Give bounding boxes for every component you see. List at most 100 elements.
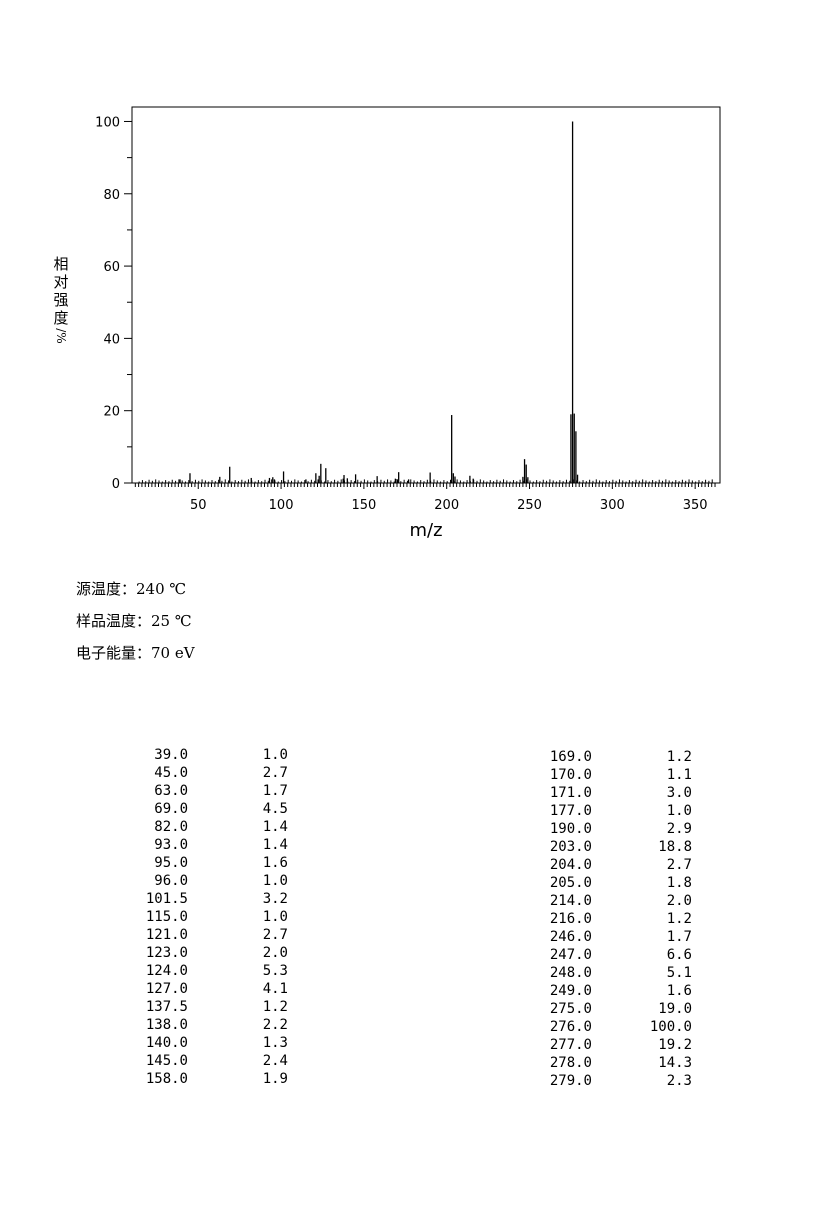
- intensity-value: 6.6: [666, 947, 692, 963]
- intensity-value: 18.8: [658, 839, 692, 855]
- intensity-value: 2.0: [262, 945, 288, 961]
- table-row: 63.0 1.7: [88, 782, 288, 800]
- table-row: 138.0 2.2: [88, 1016, 288, 1034]
- intensity-value: 14.3: [658, 1055, 692, 1071]
- intensity-value: 1.0: [262, 873, 288, 889]
- table-row: 93.0 1.4: [88, 836, 288, 854]
- y-label-char: 对: [53, 273, 69, 291]
- mz-value: 204.0: [549, 857, 592, 873]
- intensity-value: 4.1: [262, 981, 288, 997]
- y-label-char: 相: [53, 255, 69, 273]
- mz-value: 278.0: [549, 1055, 592, 1071]
- mz-value: 177.0: [549, 803, 592, 819]
- y-label-char: /%: [54, 328, 68, 344]
- y-tick-label: 40: [103, 332, 120, 347]
- baseline-noise: [138, 479, 713, 483]
- table-row: 123.0 2.0: [88, 944, 288, 962]
- condition-label: 样品温度：: [76, 612, 152, 630]
- intensity-value: 1.3: [262, 1035, 288, 1051]
- intensity-value: 1.0: [666, 803, 692, 819]
- mz-value: 69.0: [154, 801, 188, 817]
- mz-value: 277.0: [549, 1037, 592, 1053]
- mz-value: 246.0: [549, 929, 592, 945]
- table-row: 204.0 2.7: [492, 856, 692, 874]
- mz-value: 248.0: [549, 965, 592, 981]
- condition-label: 源温度：: [76, 580, 137, 598]
- measurement-conditions: 源温度：240 ℃ 样品温度：25 ℃ 电子能量：70 eV: [76, 576, 195, 672]
- table-row: 190.0 2.9: [492, 820, 692, 838]
- intensity-value: 2.4: [262, 1053, 288, 1069]
- mz-value: 96.0: [154, 873, 188, 889]
- y-tick-label: 0: [112, 477, 120, 492]
- x-tick-label: 100: [269, 498, 294, 513]
- mz-value: 205.0: [549, 875, 592, 891]
- condition-row: 电子能量：70 eV: [76, 640, 195, 672]
- intensity-value: 2.2: [262, 1017, 288, 1033]
- table-row: 249.0 1.6: [492, 982, 692, 1000]
- intensity-value: 2.7: [262, 765, 288, 781]
- table-row: 247.0 6.6: [492, 946, 692, 964]
- mz-value: 39.0: [154, 747, 188, 763]
- x-tick-label: 200: [434, 498, 459, 513]
- intensity-value: 1.0: [262, 747, 288, 763]
- mz-value: 247.0: [549, 947, 592, 963]
- mz-value: 275.0: [549, 1001, 592, 1017]
- table-row: 170.0 1.1: [492, 766, 692, 784]
- intensity-value: 2.3: [666, 1073, 692, 1089]
- condition-row: 源温度：240 ℃: [76, 576, 195, 608]
- table-row: 140.0 1.3: [88, 1034, 288, 1052]
- x-tick-label: 150: [351, 498, 376, 513]
- table-row: 127.0 4.1: [88, 980, 288, 998]
- table-row: 248.0 5.1: [492, 964, 692, 982]
- mz-value: 101.5: [145, 891, 188, 907]
- condition-row: 样品温度：25 ℃: [76, 608, 195, 640]
- table-row: 82.0 1.4: [88, 818, 288, 836]
- mz-value: 203.0: [549, 839, 592, 855]
- mz-value: 171.0: [549, 785, 592, 801]
- table-row: 279.0 2.3: [492, 1072, 692, 1090]
- intensity-value: 5.3: [262, 963, 288, 979]
- table-row: 45.0 2.7: [88, 764, 288, 782]
- intensity-value: 2.7: [666, 857, 692, 873]
- table-row: 145.0 2.4: [88, 1052, 288, 1070]
- table-row: 216.0 1.2: [492, 910, 692, 928]
- table-row: 124.0 5.3: [88, 962, 288, 980]
- mz-value: 214.0: [549, 893, 592, 909]
- plot-frame: [131, 106, 721, 484]
- table-row: 169.0 1.2: [492, 748, 692, 766]
- intensity-value: 1.2: [666, 749, 692, 765]
- y-label-char: 度: [53, 309, 69, 327]
- x-tick-label: 50: [190, 498, 207, 513]
- peak-table-right: 169.0 1.2 170.0 1.1 171.0 3.0 177.0 1.0 190.0 2.9…: [492, 748, 692, 1090]
- intensity-value: 1.0: [262, 909, 288, 925]
- x-minor-ticks: [134, 483, 716, 489]
- intensity-value: 1.7: [262, 783, 288, 799]
- x-tick-label: 350: [683, 498, 708, 513]
- table-row: 158.0 1.9: [88, 1070, 288, 1088]
- mz-value: 137.5: [145, 999, 188, 1015]
- intensity-value: 1.4: [262, 819, 288, 835]
- table-row: 276.0 100.0: [492, 1018, 692, 1036]
- intensity-value: 19.2: [658, 1037, 692, 1053]
- table-row: 39.0 1.0: [88, 746, 288, 764]
- table-row: 278.0 14.3: [492, 1054, 692, 1072]
- y-tick-label: 20: [103, 405, 120, 420]
- mz-value: 63.0: [154, 783, 188, 799]
- mz-value: 249.0: [549, 983, 592, 999]
- intensity-value: 3.0: [666, 785, 692, 801]
- mass-spectrum-chart: 0 20 40 60 80 100 50 100 150 200 250 300 350 m/z: [95, 106, 721, 541]
- condition-value: 70 eV: [151, 644, 195, 662]
- mz-value: 127.0: [145, 981, 188, 997]
- mz-value: 115.0: [145, 909, 188, 925]
- mz-value: 216.0: [549, 911, 592, 927]
- mz-value: 123.0: [145, 945, 188, 961]
- intensity-value: 1.1: [666, 767, 692, 783]
- table-row: 205.0 1.8: [492, 874, 692, 892]
- intensity-value: 100.0: [649, 1019, 692, 1035]
- table-row: 177.0 1.0: [492, 802, 692, 820]
- intensity-value: 4.5: [262, 801, 288, 817]
- y-axis-label: 相对强度/%: [50, 255, 72, 345]
- intensity-value: 1.6: [666, 983, 692, 999]
- x-tick-label: 300: [600, 498, 625, 513]
- table-row: 115.0 1.0: [88, 908, 288, 926]
